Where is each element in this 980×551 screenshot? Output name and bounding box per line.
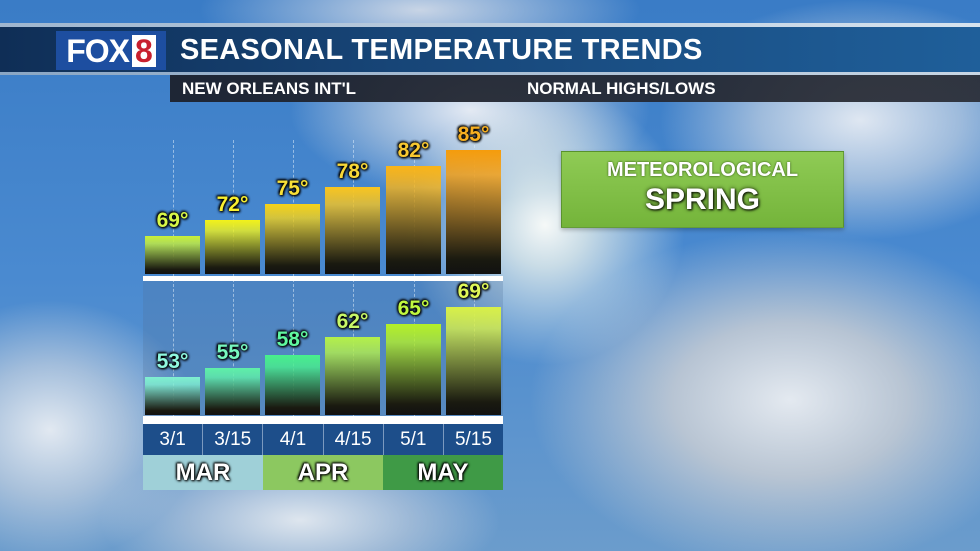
bar-value-label: 75°: [276, 176, 309, 200]
date-label: 3/15: [203, 424, 264, 455]
badge-subtitle: METEOROLOGICAL: [606, 159, 799, 181]
bar: [386, 324, 441, 415]
temperature-chart: 69° 72° 75° 78° 82° 85° 53° 55° 58° 62° 65° 69° 3/…: [143, 123, 503, 492]
bar-value-label: 72°: [216, 192, 249, 216]
logo-number: 8: [131, 34, 156, 67]
bar: [145, 377, 200, 415]
header-bottom-rule: [0, 72, 980, 75]
highs-baseline: [143, 276, 503, 281]
subheader-bar: NEW ORLEANS INT'L NORMAL HIGHS/LOWS: [170, 75, 980, 102]
bar-value-label: 78°: [336, 160, 369, 184]
bar: [265, 203, 320, 274]
bar: [145, 236, 200, 274]
date-label: 5/1: [384, 424, 444, 455]
bar-value-label: 53°: [156, 350, 189, 373]
badge-title: SPRING: [644, 183, 761, 216]
date-label: 4/15: [324, 424, 384, 455]
bar-value-label: 55°: [216, 341, 249, 365]
location-label: NEW ORLEANS INT'L: [182, 79, 357, 98]
month-apr: APR: [263, 455, 383, 490]
bar: [446, 149, 501, 274]
bar: [265, 355, 320, 415]
date-label: 3/1: [143, 424, 204, 455]
date-label: 4/1: [263, 424, 324, 455]
bar-value-label: 85°: [457, 122, 490, 146]
month-axis: MAR APR MAY: [143, 455, 503, 490]
date-axis: 3/1 3/15 4/1 4/15 5/1 5/15: [143, 424, 503, 455]
bar: [205, 368, 260, 415]
logo-text: FOX: [66, 32, 130, 69]
station-logo: FOX 8: [56, 31, 166, 70]
lows-panel-background: [143, 281, 503, 416]
bar-value-label: 69°: [457, 279, 490, 303]
subtitle-label: NORMAL HIGHS/LOWS: [527, 79, 716, 98]
lows-baseline: [143, 416, 503, 424]
header-top-rule: [0, 23, 980, 27]
bar-value-label: 58°: [276, 328, 309, 351]
bar: [325, 337, 380, 415]
bar: [386, 165, 441, 274]
month-may: MAY: [383, 455, 503, 490]
date-label: 5/15: [454, 429, 492, 450]
bar: [325, 187, 380, 274]
season-badge: METEOROLOGICAL SPRING: [561, 151, 844, 228]
bar-value-label: 65°: [397, 297, 430, 321]
month-mar: MAR: [143, 455, 263, 490]
bar: [205, 219, 260, 274]
bar-value-label: 82°: [397, 138, 430, 162]
page-title: SEASONAL TEMPERATURE TRENDS: [180, 34, 703, 66]
bar: [446, 306, 501, 415]
bar-value-label: 62°: [336, 310, 369, 334]
bar-value-label: 69°: [156, 209, 189, 232]
